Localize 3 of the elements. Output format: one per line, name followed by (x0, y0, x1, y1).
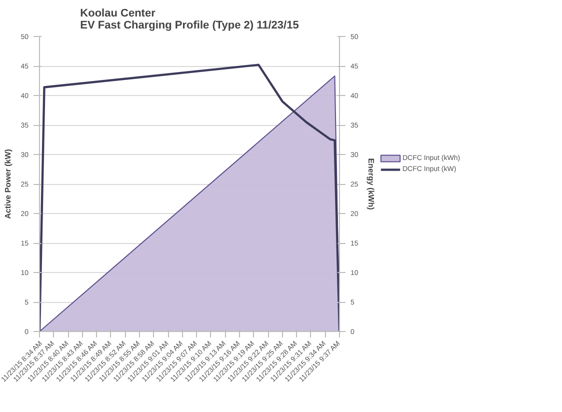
y-axis-title: Active Power (kW) (4, 148, 13, 219)
chart-title: Koolau Center EV Fast Charging Profile (Type 2) 11/23/15 (80, 8, 299, 32)
y2-axis-title: Energy (kWh) (366, 158, 376, 210)
